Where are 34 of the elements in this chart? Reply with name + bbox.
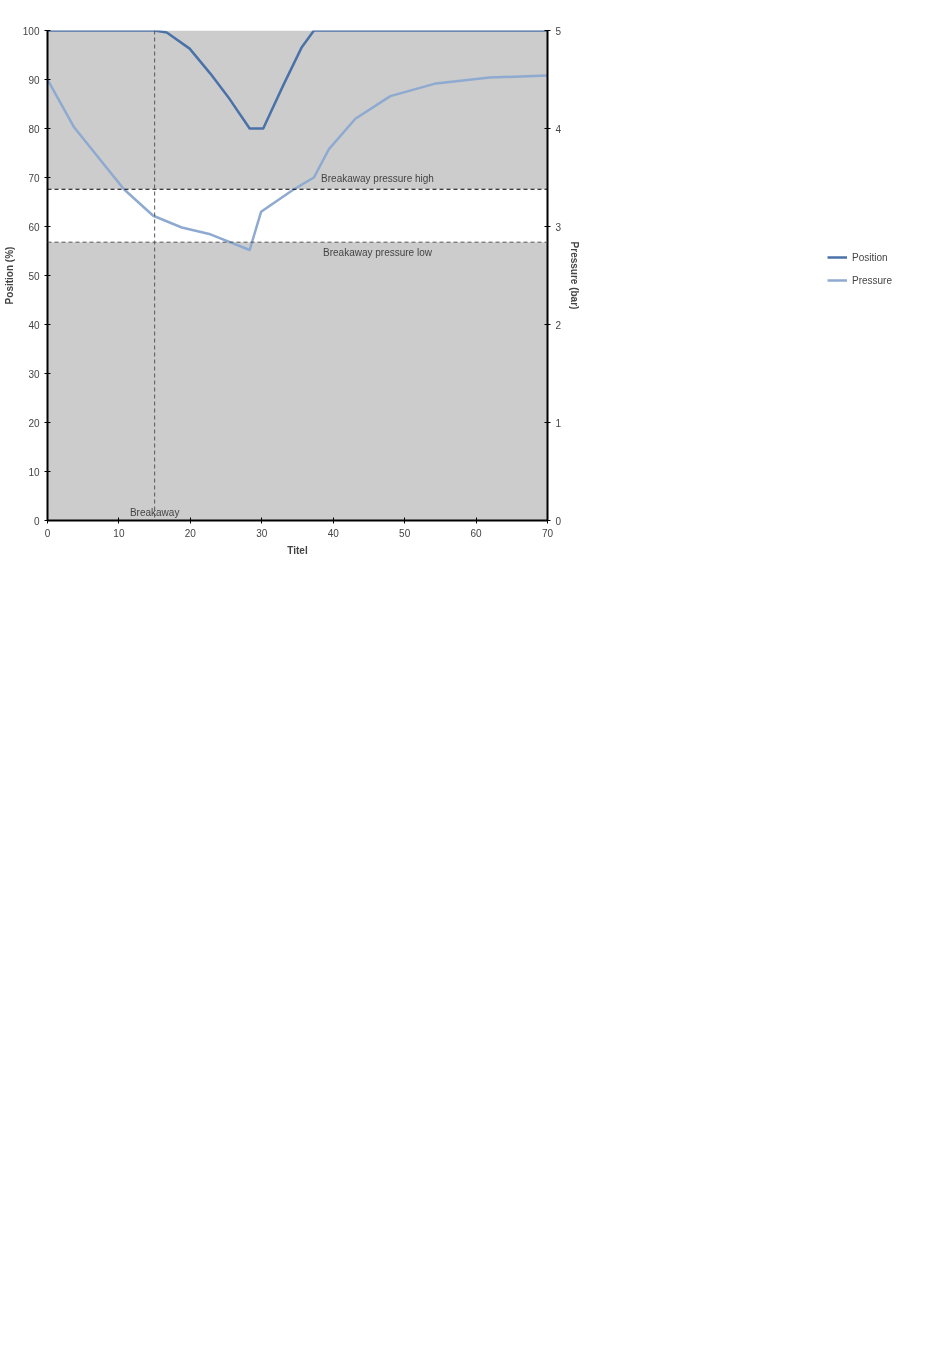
x-tick-label: 50: [399, 527, 411, 539]
x-tick-label: 70: [541, 527, 554, 539]
y2-tick-label: 3: [555, 221, 562, 233]
y-axis-title: Position (%): [3, 246, 15, 305]
y2-tick-label: 0: [555, 515, 562, 527]
legend-label: Pressure: [851, 274, 892, 286]
x-tick-label: 20: [184, 527, 197, 539]
y-tick-label: 90: [28, 74, 40, 86]
x-tick-label: 0: [44, 527, 51, 539]
y2-tick-label: 5: [555, 25, 562, 37]
y-tick-label: 30: [28, 368, 40, 380]
y2-tick-label: 1: [555, 417, 562, 429]
y2-tick-label: 4: [555, 123, 562, 135]
y-tick-label: 60: [28, 221, 40, 233]
ref-line-label: Breakaway pressure high: [321, 173, 434, 185]
y-tick-label: 50: [28, 270, 40, 282]
x-tick-label: 60: [470, 527, 483, 539]
x-tick-label: 40: [327, 527, 340, 539]
ref-line-label: Breakaway: [129, 506, 180, 518]
y-tick-label: 40: [28, 319, 40, 331]
x-axis-title: Titel: [287, 544, 308, 556]
y-tick-label: 10: [28, 466, 40, 478]
y-tick-label: 100: [22, 25, 40, 37]
y2-tick-label: 2: [555, 319, 562, 331]
y-tick-label: 20: [28, 417, 40, 429]
legend-label: Position: [851, 251, 888, 263]
y-tick-label: 70: [28, 172, 40, 184]
x-tick-label: 10: [113, 527, 125, 539]
y-tick-label: 0: [33, 515, 40, 527]
x-tick-label: 30: [256, 527, 268, 539]
line-series: [47, 30, 548, 130]
y2-axis-title: Pressure (bar): [569, 241, 581, 310]
y-tick-label: 80: [28, 123, 40, 135]
ref-line-label: Breakaway pressure low: [323, 247, 433, 259]
